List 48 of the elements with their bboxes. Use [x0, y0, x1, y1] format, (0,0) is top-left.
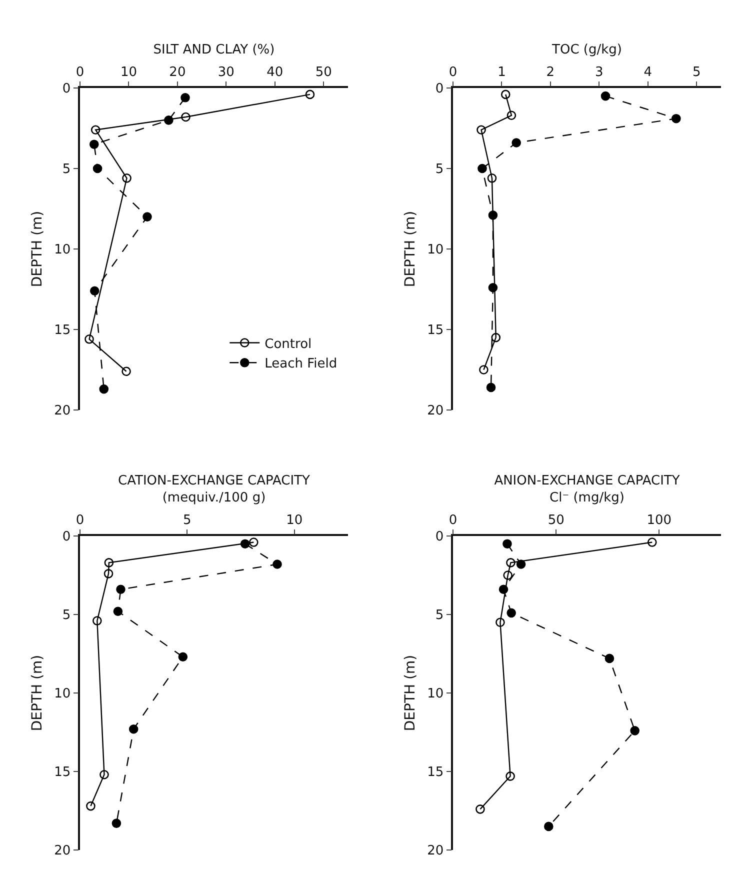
y-tick-label: 0 — [435, 530, 444, 545]
y-tick-label: 20 — [427, 844, 444, 859]
y-tick-label: 20 — [54, 404, 71, 419]
x-tick-label: 20 — [169, 65, 186, 80]
y-tick-label: 5 — [62, 162, 71, 178]
x-tick-label: 40 — [266, 65, 284, 80]
x-axis-title: SILT AND CLAY (%) — [153, 42, 275, 58]
x-tick-label: 10 — [120, 65, 138, 80]
x-tick-label: 0 — [76, 65, 84, 80]
x-tick-label: 1 — [498, 65, 506, 80]
y-axis-title: DEPTH (m) — [30, 654, 46, 732]
y-axis-title: DEPTH (m) — [402, 210, 418, 288]
y-tick-label: 5 — [62, 608, 71, 624]
x-tick-label: 5 — [692, 65, 701, 80]
legend-label: Leach Field — [264, 356, 338, 372]
x-tick-label: 5 — [183, 513, 192, 528]
x-tick-label: 4 — [644, 65, 652, 80]
x-tick-label: 0 — [448, 65, 458, 80]
legend-label: Control — [264, 336, 312, 352]
x-tick-label: 0 — [448, 513, 458, 528]
y-tick-label: 10 — [427, 242, 444, 258]
y-tick-label: 10 — [54, 242, 71, 258]
x-tick-label: 30 — [218, 65, 234, 80]
x-tick-label: 2 — [546, 65, 555, 80]
y-tick-label: 0 — [62, 530, 71, 545]
x-tick-label: 3 — [595, 65, 604, 80]
y-tick-label: 15 — [427, 765, 444, 780]
x-tick-label: 50 — [315, 65, 332, 80]
y-tick-label: 15 — [54, 765, 71, 780]
y-tick-label: 15 — [54, 323, 71, 338]
x-axis-title: ANION-EXCHANGE CAPACITY Cl⁻ (mg/kg) — [494, 474, 680, 506]
y-axis-title: DEPTH (m) — [30, 210, 46, 288]
y-tick-label: 20 — [54, 844, 71, 859]
x-tick-label: 50 — [548, 513, 564, 528]
y-tick-label: 10 — [427, 686, 444, 702]
y-tick-label: 20 — [427, 404, 444, 419]
y-tick-label: 10 — [54, 686, 71, 702]
y-axis-title: DEPTH (m) — [402, 654, 418, 732]
x-axis-title: TOC (g/kg) — [551, 42, 622, 58]
y-tick-label: 0 — [62, 82, 71, 97]
y-tick-label: 5 — [435, 608, 444, 624]
x-tick-label: 0 — [76, 513, 84, 528]
y-tick-label: 0 — [435, 82, 444, 97]
y-tick-label: 15 — [427, 323, 444, 338]
x-tick-label: 100 — [646, 513, 672, 528]
x-tick-label: 10 — [286, 513, 303, 528]
x-axis-title: CATION-EXCHANGE CAPACITY (mequiv./100 g) — [118, 474, 310, 506]
y-tick-label: 5 — [435, 162, 444, 178]
